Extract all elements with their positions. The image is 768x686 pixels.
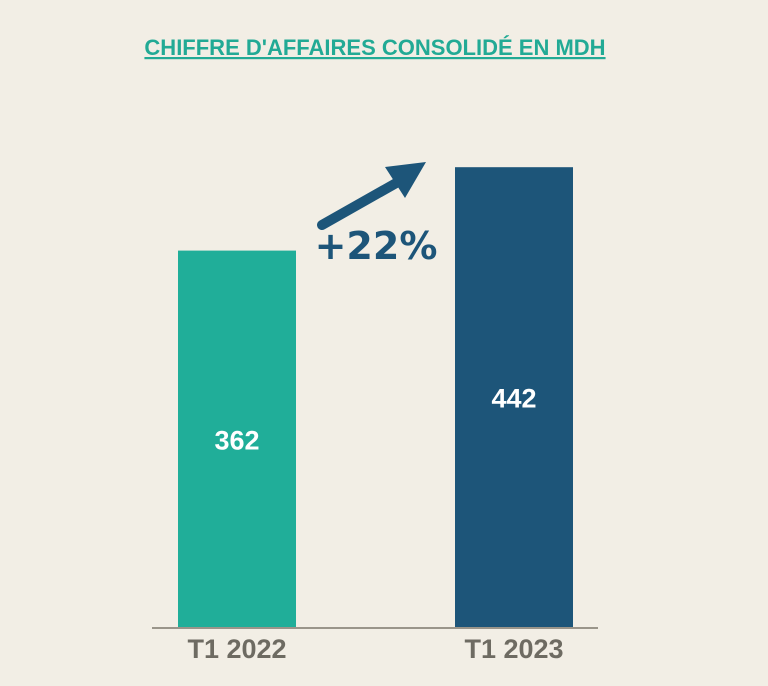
- bar-t1-2023: [455, 167, 573, 629]
- chart-title: CHIFFRE D'AFFAIRES CONSOLIDÉ EN MDH: [144, 35, 605, 60]
- bar-value-label: 442: [491, 384, 536, 414]
- x-tick-label: T1 2023: [464, 634, 563, 664]
- growth-arrow-icon: [317, 162, 426, 230]
- growth-annotation: +22%: [315, 224, 438, 268]
- bars-group: 362 442: [178, 167, 573, 629]
- bar-value-label: 362: [214, 425, 259, 455]
- x-axis-ticks: T1 2022 T1 2023: [187, 634, 563, 664]
- x-tick-label: T1 2022: [187, 634, 286, 664]
- bar-t1-2022: [178, 250, 296, 628]
